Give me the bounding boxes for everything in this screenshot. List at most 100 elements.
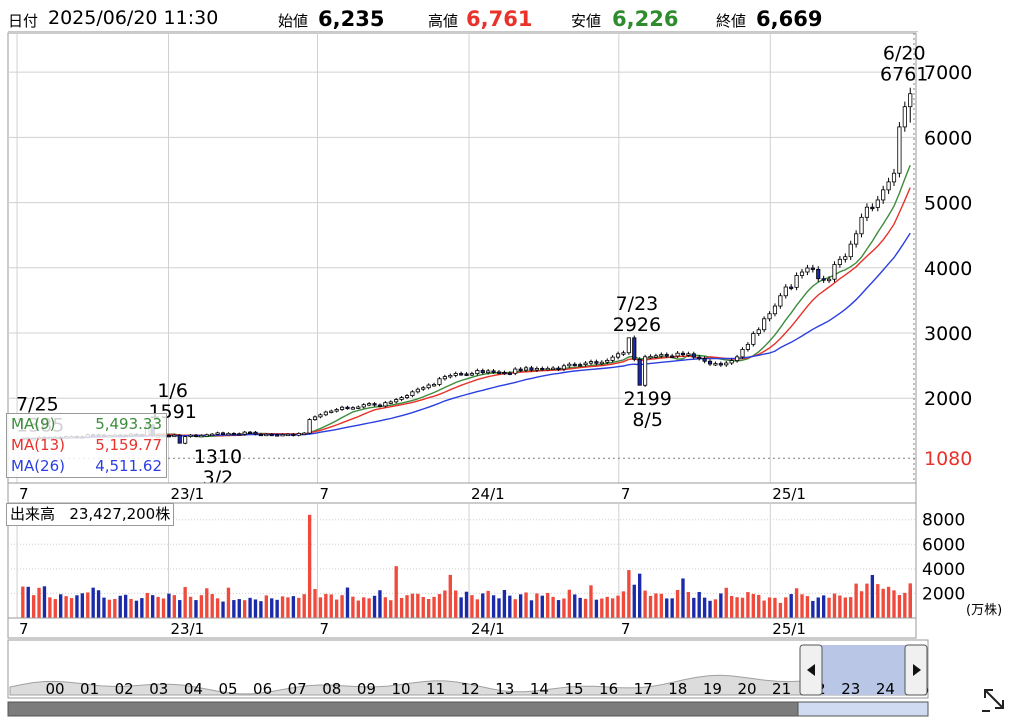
candle-up: [188, 434, 193, 438]
navigator-right-handle[interactable]: [904, 644, 928, 696]
candle-up: [897, 126, 902, 174]
volume-bar: [681, 578, 685, 618]
candle-up: [226, 432, 231, 436]
navigator-year-10: 10: [391, 680, 410, 698]
volume-bar: [80, 593, 85, 618]
candle-up: [799, 271, 805, 276]
volume-bar: [475, 599, 480, 618]
volume-x-tick-label-3: 24/1: [471, 620, 505, 638]
candle-down: [459, 373, 464, 376]
volume-bar: [307, 514, 312, 618]
volume-bar: [172, 595, 177, 618]
candle-up: [323, 411, 328, 416]
volume-bar: [151, 595, 155, 618]
volume-bar: [31, 595, 36, 618]
candle-down: [291, 433, 296, 437]
datetime-value: 2025/06/20 11:30: [48, 7, 219, 29]
candle-up: [837, 258, 842, 265]
price-x-tick-label-1: 23/1: [171, 485, 205, 503]
candle-up: [567, 363, 572, 367]
candle-up: [199, 434, 204, 438]
volume-bar: [746, 592, 750, 618]
navigator-year-23: 23: [841, 680, 860, 698]
volume-bar: [86, 592, 90, 618]
navigator-year-03: 03: [149, 680, 168, 698]
candle-down: [237, 433, 242, 436]
ma13-value: 5,159.77: [95, 436, 162, 454]
volume-bar: [96, 590, 101, 618]
volume-bar: [621, 591, 626, 618]
candle-up: [686, 353, 691, 356]
volume-x-tick-label-4: 7: [621, 620, 631, 638]
annotation-0-line-0: 7/25: [16, 393, 59, 415]
volume-bar: [215, 598, 220, 618]
candle-down: [496, 371, 502, 374]
volume-bar: [259, 601, 263, 618]
candle-up: [832, 264, 837, 280]
price-x-axis: 7 23/1 7 24/1 7 25/1: [19, 485, 806, 503]
volume-bar: [113, 598, 117, 618]
volume-bar: [827, 597, 831, 618]
volume-bar: [237, 599, 241, 618]
volume-bar: [616, 595, 620, 618]
candle-up: [296, 433, 301, 436]
volume-bar: [69, 598, 74, 618]
candle-down: [691, 353, 696, 358]
volume-bar: [91, 587, 95, 618]
volume-bar: [140, 598, 144, 618]
annotation-1-line-0: 1/6: [157, 380, 188, 402]
price-panel: [7, 32, 917, 484]
low-label: 安値: [571, 12, 602, 30]
navigator-year-16: 16: [599, 680, 618, 698]
volume-bar: [37, 587, 41, 618]
candle-down: [632, 337, 637, 360]
volume-bar: [145, 592, 149, 618]
volume-bar: [313, 589, 317, 618]
volume-bar: [426, 598, 431, 618]
expand-chart-button[interactable]: [980, 685, 1008, 713]
navigator-scrollbar-track[interactable]: [7, 701, 929, 717]
navigator-left-handle[interactable]: [799, 644, 823, 696]
volume-bar: [118, 595, 122, 618]
price-tick-label-4000: 4000: [924, 258, 972, 280]
candle-up: [307, 419, 312, 434]
navigator-selection[interactable]: [812, 645, 916, 695]
candle-up: [599, 361, 604, 365]
navigator-year-17: 17: [634, 680, 653, 698]
candle-up: [859, 216, 864, 235]
volume-bar: [372, 595, 377, 618]
candle-up: [740, 349, 745, 358]
candle-up: [864, 206, 870, 218]
volume-bar: [362, 597, 366, 618]
candle-up: [551, 367, 556, 370]
candle-up: [745, 343, 750, 350]
volume-bar: [437, 594, 442, 618]
candle-up: [902, 106, 907, 128]
ma13-line: [22, 187, 911, 440]
ma9-legend-row: MA(9) 5,493.33: [7, 414, 166, 435]
candle-up: [848, 243, 853, 258]
volume-bar: [735, 597, 739, 618]
candle-up: [361, 404, 366, 408]
volume-bar: [876, 584, 880, 618]
volume-bar: [892, 590, 896, 618]
candle-up: [724, 362, 729, 366]
annotation-5-line-1: 6761: [880, 64, 928, 86]
volume-bar: [53, 599, 57, 618]
volume-bar: [443, 590, 447, 618]
price-x-tick-label-3: 24/1: [471, 485, 505, 503]
candle-up: [215, 432, 220, 435]
candle-up: [437, 378, 442, 385]
candle-down: [680, 352, 686, 356]
navigator-scrollbar-thumb[interactable]: [797, 701, 929, 717]
volume-x-tick-label-1: 23/1: [171, 620, 205, 638]
volume-bar: [654, 593, 658, 618]
candle-down: [578, 364, 583, 367]
volume-bar: [464, 591, 469, 618]
volume-bar: [448, 574, 452, 618]
volume-bar: [757, 594, 761, 618]
volume-bar: [794, 588, 799, 618]
volume-bar: [643, 590, 647, 618]
triangle-left-icon: [807, 664, 815, 676]
